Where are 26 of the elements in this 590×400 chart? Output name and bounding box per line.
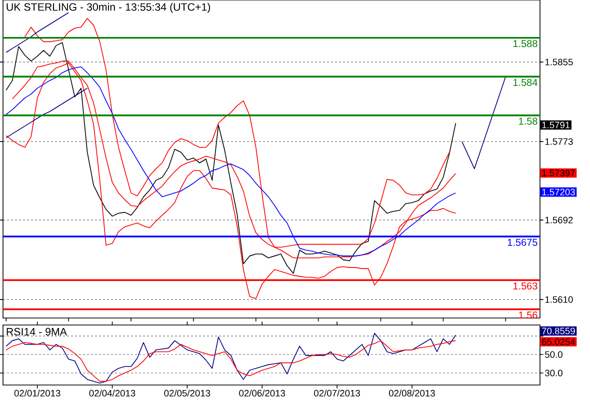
ref-line-label: 1.563 <box>513 282 538 290</box>
y-tick-label: 1.5773 <box>545 138 573 145</box>
chart-title: UK STERLING - 30min - 13:55:34 (UTC+1) <box>6 2 210 13</box>
x-tick-label: 02/01/2013 <box>14 390 60 396</box>
chart-title: RSI14 - 9MA <box>6 328 67 336</box>
ref-line-label: 1.58 <box>519 118 538 125</box>
ref-line-label: 1.588 <box>513 40 538 48</box>
text: 1.57203 <box>542 188 575 196</box>
x-tick-label: 02/06/2013 <box>239 390 286 396</box>
x-tick-label: 02/04/2013 <box>89 390 136 396</box>
y-tick-label: 1.5855 <box>545 58 573 66</box>
x-tick-label: 02/07/2013 <box>314 390 360 396</box>
y-tick-label: 30.0 <box>545 370 562 376</box>
text: 1.57397 <box>542 170 575 176</box>
y-tick-label: 1.5610 <box>545 296 573 303</box>
y-tick-label: 1.5692 <box>545 216 573 224</box>
ref-line-label: 1.584 <box>513 78 538 86</box>
text: 70.8559 <box>542 328 575 334</box>
x-tick-label: 02/08/2013 <box>388 390 435 396</box>
ref-line-label: 1.56 <box>519 312 538 319</box>
text: 1.5791 <box>542 122 570 128</box>
y-tick-label: 50.0 <box>545 351 562 358</box>
x-tick-label: 02/05/2013 <box>164 390 210 396</box>
line-series <box>6 42 456 274</box>
text: 65.0254 <box>542 338 576 346</box>
ref-line-label: 1.5675 <box>508 238 538 246</box>
